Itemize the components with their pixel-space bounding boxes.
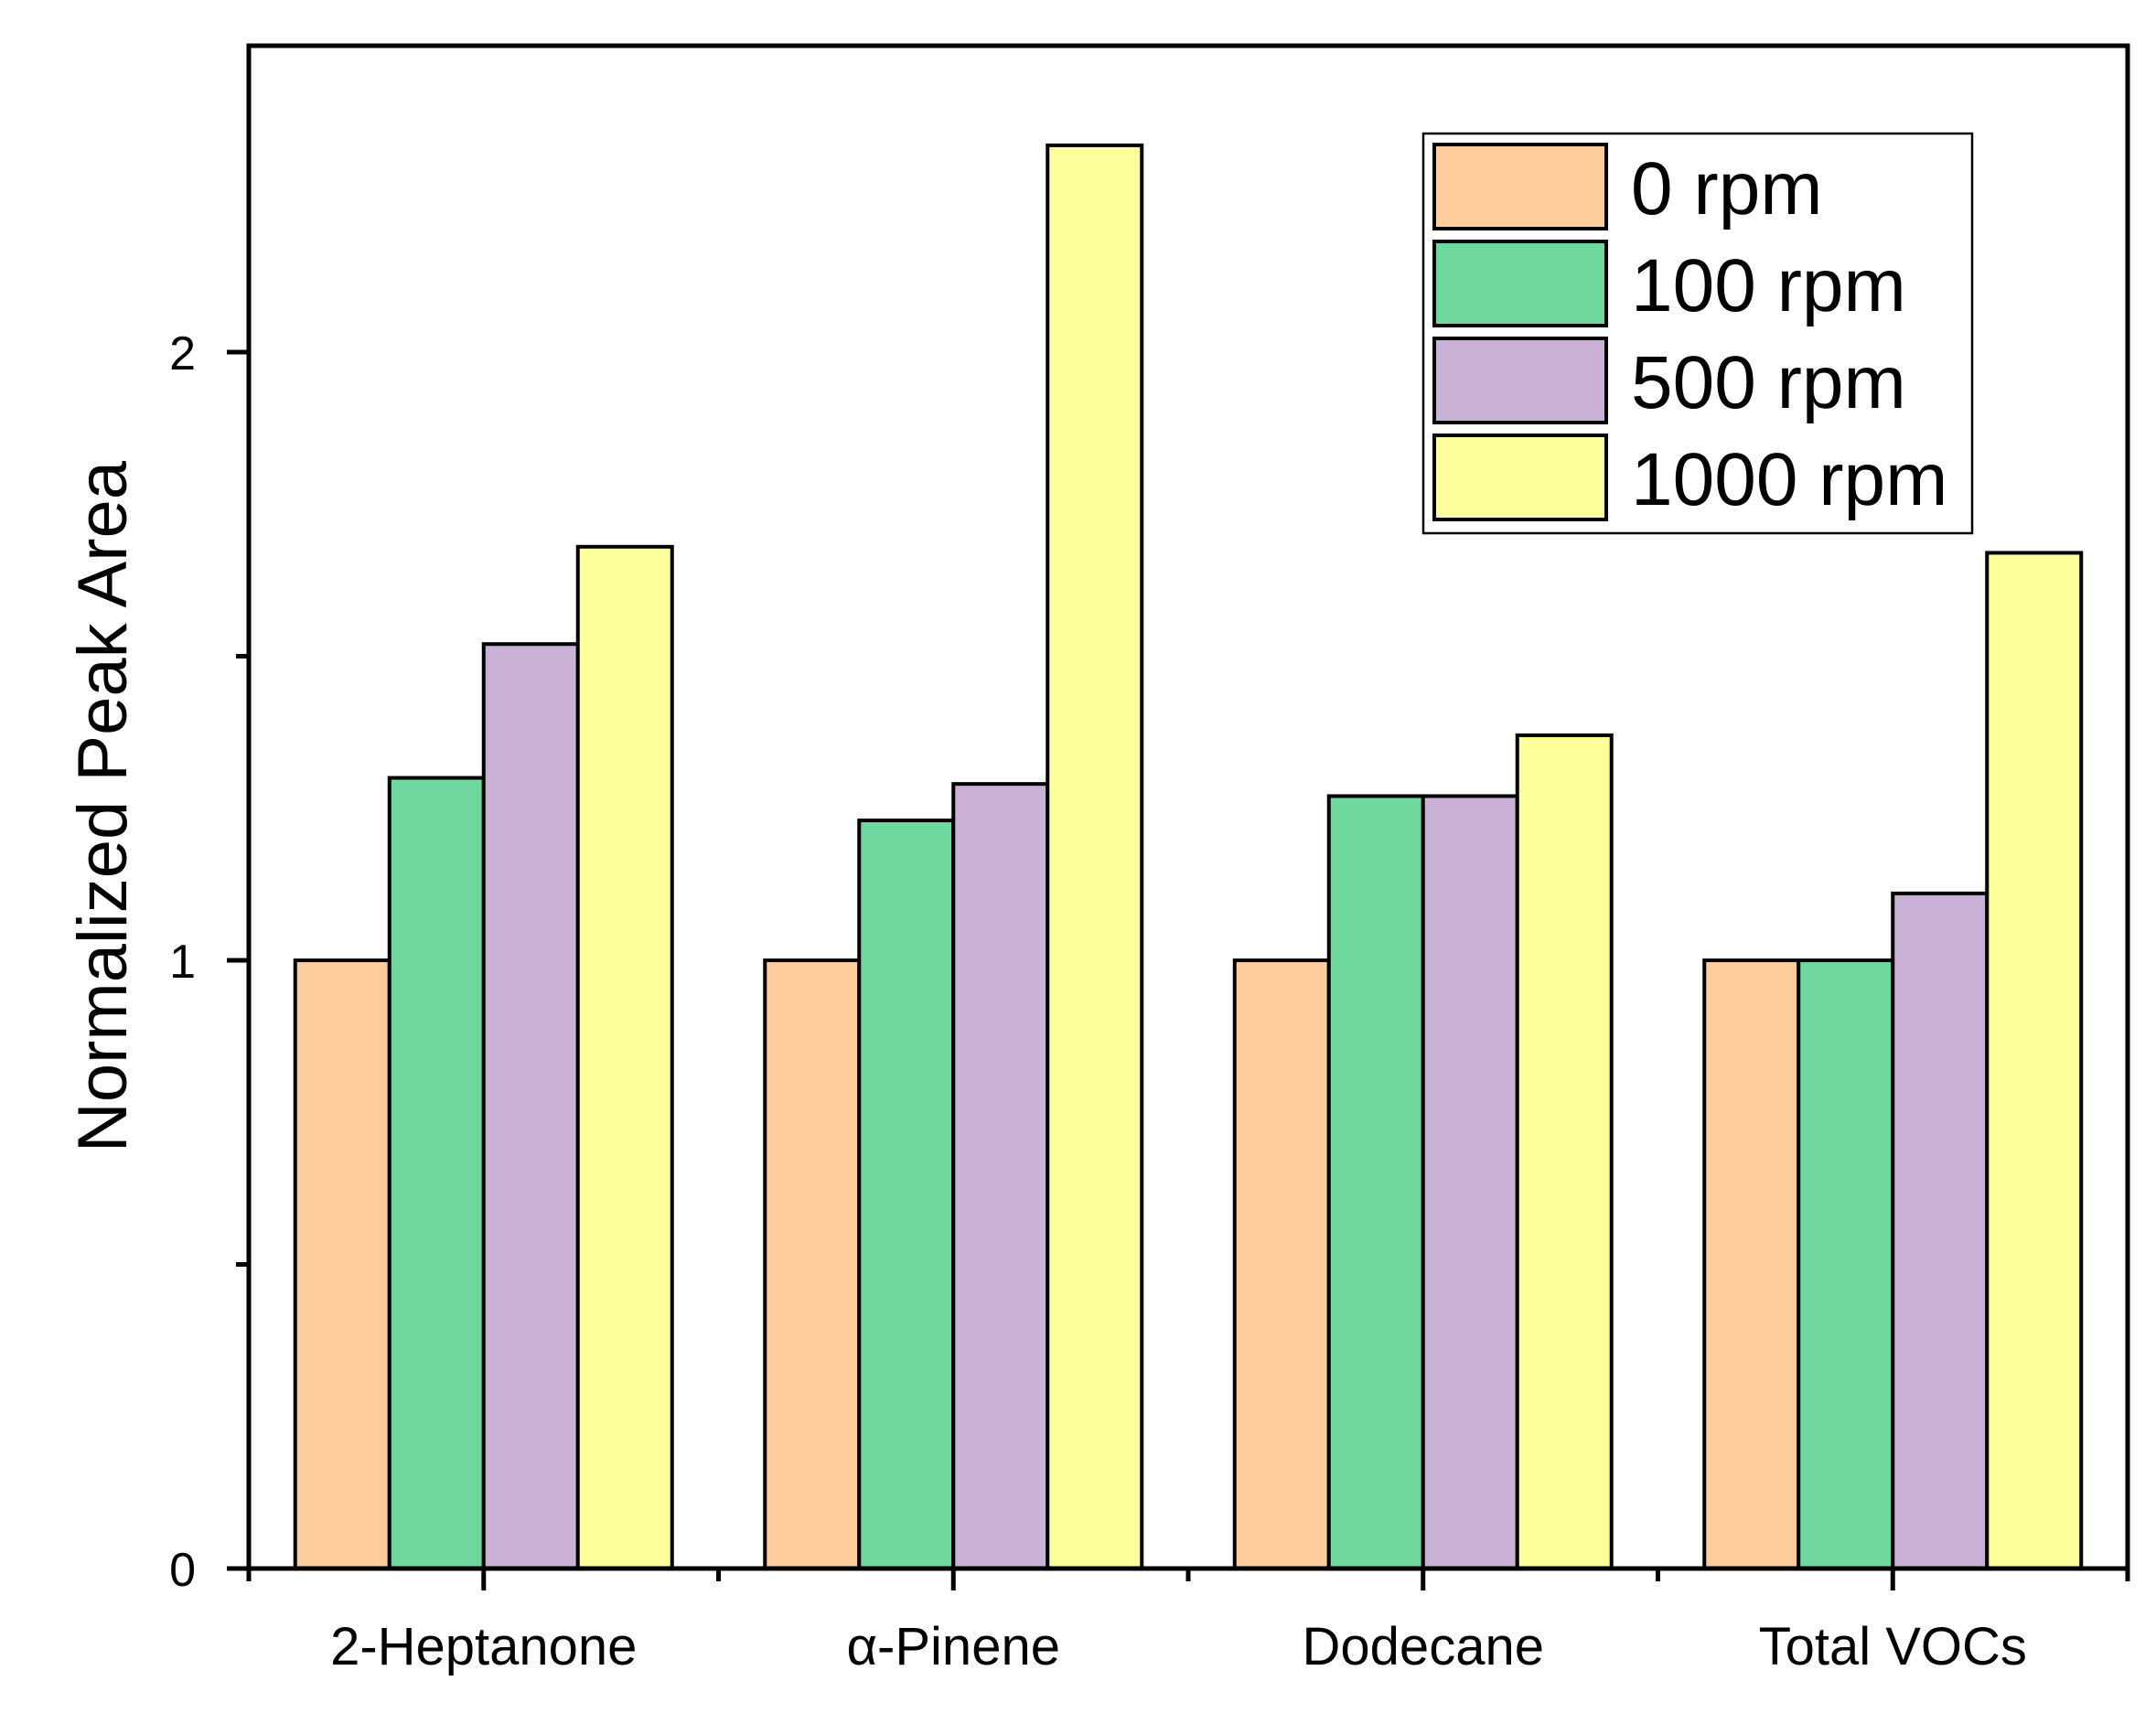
bar-dodecane-0-rpm xyxy=(1232,958,1331,1570)
y-axis-title: Normalized Peak Area xyxy=(64,460,142,1152)
bar-dodecane-500-rpm xyxy=(1421,794,1519,1570)
bar-total-vocs-500-rpm xyxy=(1891,891,1990,1570)
x-tick-label: 2-Heptanone xyxy=(330,1617,637,1676)
legend-label: 500 rpm xyxy=(1631,341,1906,424)
legend-label: 1000 rpm xyxy=(1631,438,1947,521)
bar--pinene-1000-rpm xyxy=(1046,143,1144,1570)
bar-2-heptanone-0-rpm xyxy=(293,958,392,1570)
legend-swatch xyxy=(1432,337,1608,424)
bar-dodecane-100-rpm xyxy=(1326,794,1425,1570)
y-tick-label: 2 xyxy=(169,327,196,380)
legend-swatch xyxy=(1432,434,1608,521)
x-tick-label: α-Pinene xyxy=(847,1617,1060,1676)
legend-label: 0 rpm xyxy=(1631,147,1823,230)
x-axis-ticks: 2-Heptanone α-Pinene Dodecane Total VOCs xyxy=(246,1569,2130,1676)
bars-layer xyxy=(293,143,2084,1571)
legend-swatch xyxy=(1432,240,1608,327)
legend-label: 100 rpm xyxy=(1631,244,1906,327)
y-tick-label: 0 xyxy=(169,1544,196,1597)
bar-2-heptanone-500-rpm xyxy=(481,642,580,1570)
y-axis-ticks: 0 1 2 xyxy=(169,327,249,1597)
bar--pinene-0-rpm xyxy=(763,958,862,1570)
y-tick-label: 1 xyxy=(169,936,196,989)
x-tick-label: Total VOCs xyxy=(1759,1617,2027,1676)
legend: 0 rpm 100 rpm 500 rpm 1000 rpm xyxy=(1421,132,1974,535)
bar-total-vocs-100-rpm xyxy=(1797,958,1895,1570)
bar--pinene-100-rpm xyxy=(857,819,956,1570)
x-tick-label: Dodecane xyxy=(1303,1617,1544,1676)
bar--pinene-500-rpm xyxy=(951,782,1050,1570)
bar-dodecane-1000-rpm xyxy=(1515,733,1614,1570)
bar-2-heptanone-1000-rpm xyxy=(575,544,674,1570)
bar-total-vocs-0-rpm xyxy=(1702,958,1801,1570)
bar-2-heptanone-100-rpm xyxy=(387,776,486,1570)
bar-total-vocs-1000-rpm xyxy=(1985,551,2084,1571)
legend-swatch xyxy=(1432,143,1608,230)
